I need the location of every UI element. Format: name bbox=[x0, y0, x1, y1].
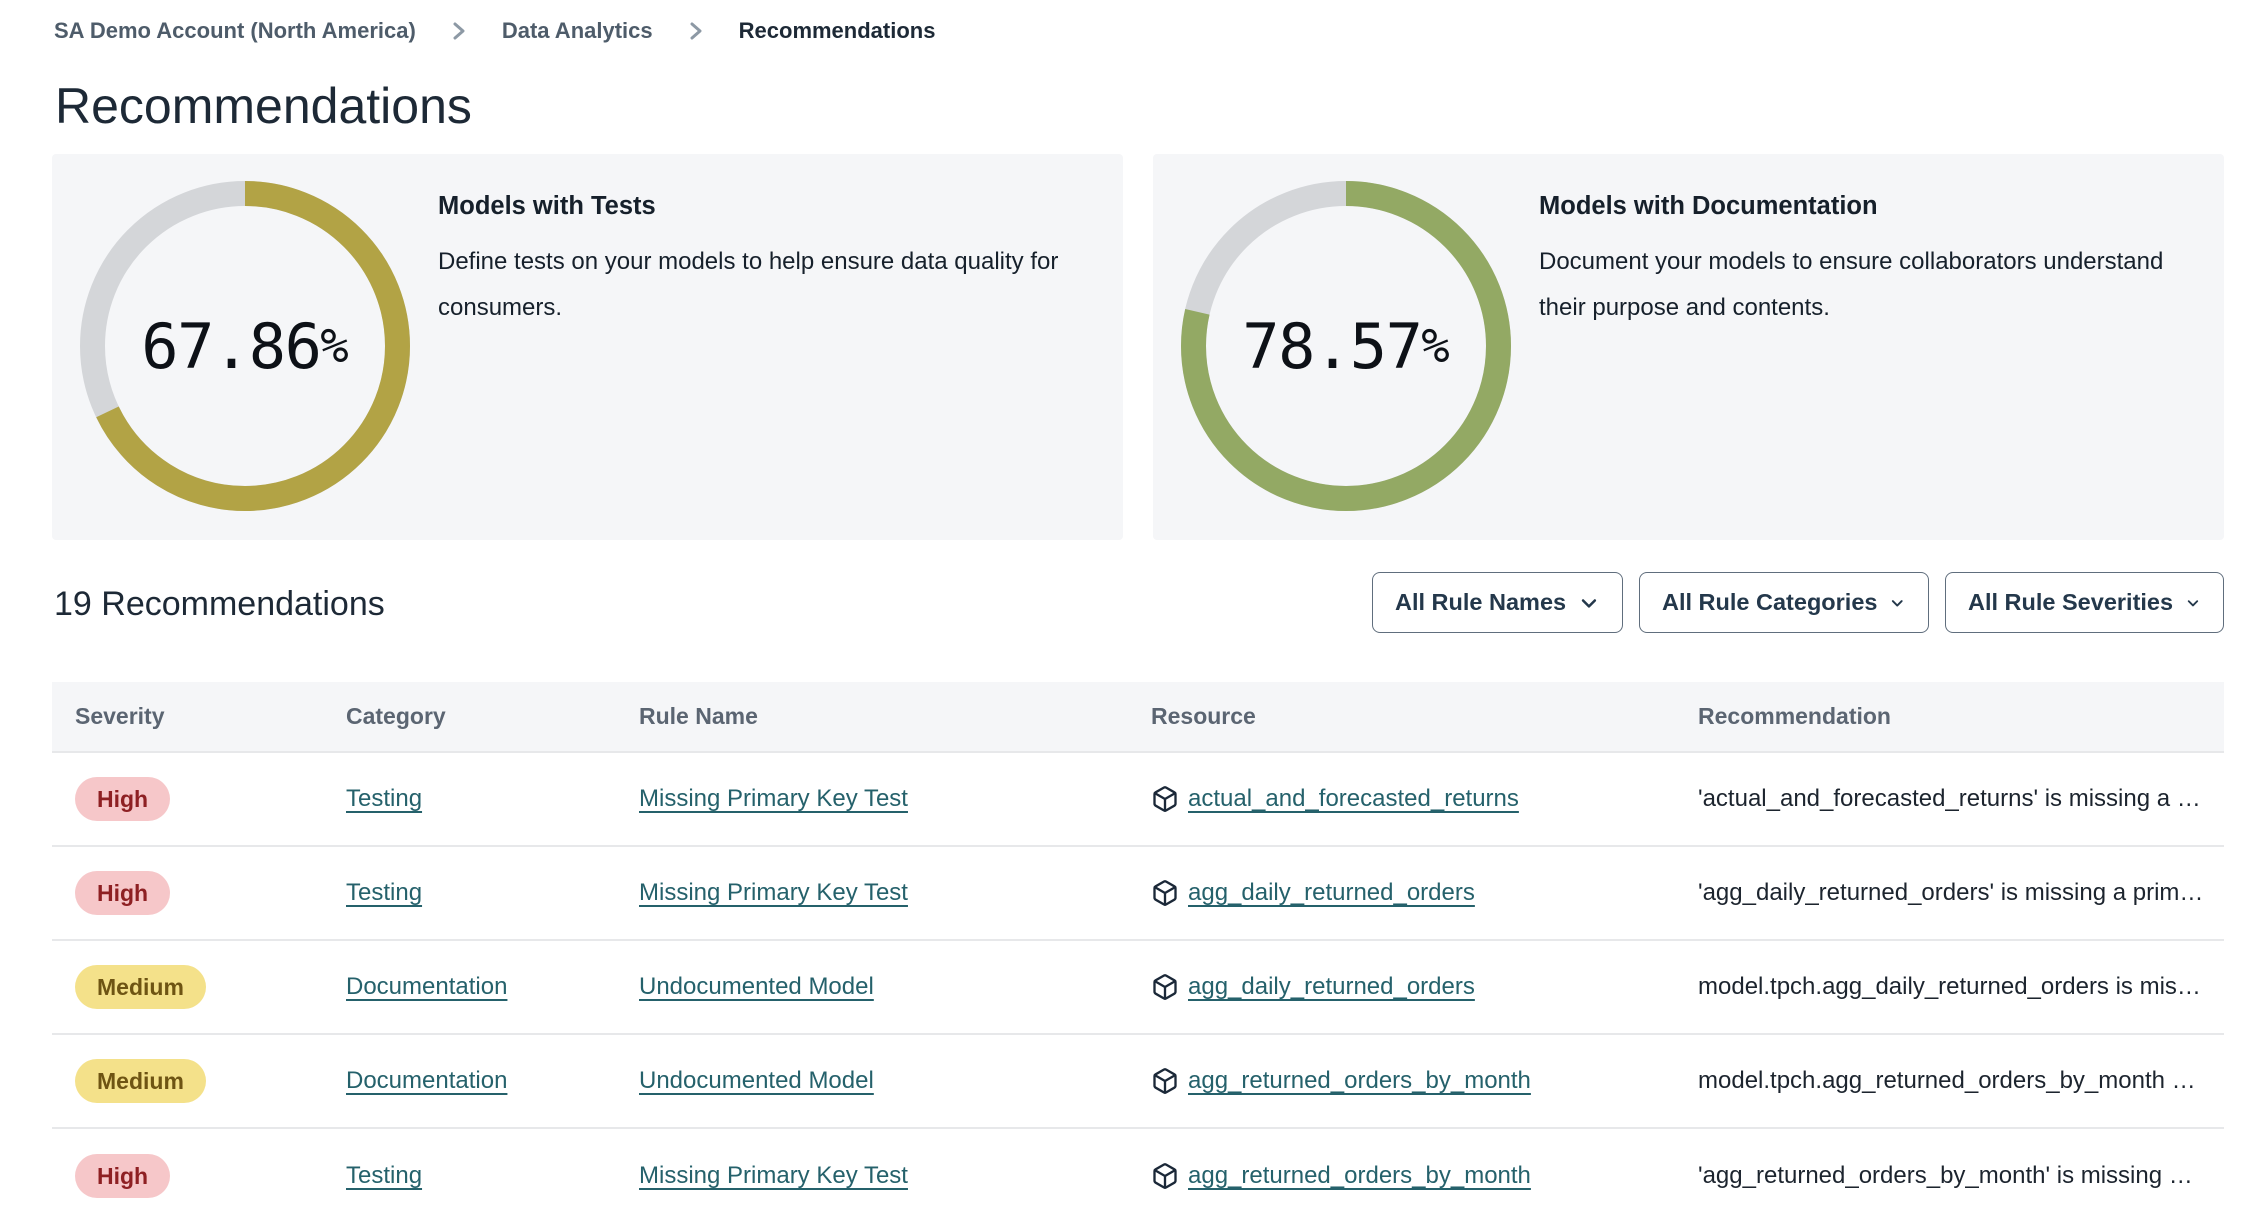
category-cell: Documentation bbox=[323, 973, 616, 1001]
filter-rule-names-label: All Rule Names bbox=[1395, 589, 1567, 615]
filter-rule-categories[interactable]: All Rule Categories bbox=[1639, 572, 1929, 633]
column-header-resource: Resource bbox=[1151, 703, 1256, 729]
category-cell: Testing bbox=[323, 879, 616, 907]
model-cube-icon bbox=[1153, 786, 1177, 812]
recommendation-cell: model.tpch.agg_daily_returned_orders is … bbox=[1698, 973, 2201, 1000]
severity-cell: Medium bbox=[52, 1059, 323, 1103]
recommendation-cell: 'agg_daily_returned_orders' is missing a… bbox=[1698, 879, 2204, 906]
rule-name-link[interactable]: Undocumented Model bbox=[639, 973, 874, 1000]
table-row: Medium Documentation Undocumented Model … bbox=[52, 941, 2224, 1035]
category-link[interactable]: Testing bbox=[346, 1162, 423, 1189]
tests-card-title: Models with Tests bbox=[438, 192, 656, 220]
table-row: High Testing Missing Primary Key Test ac… bbox=[52, 753, 2224, 847]
recommendation-cell: model.tpch.agg_returned_orders_by_month … bbox=[1698, 1067, 2196, 1094]
model-cube-icon bbox=[1153, 1068, 1177, 1094]
column-header-severity: Severity bbox=[75, 703, 165, 729]
model-cube-icon bbox=[1153, 880, 1177, 906]
rule-name-link[interactable]: Missing Primary Key Test bbox=[639, 879, 908, 906]
documentation-card-title: Models with Documentation bbox=[1539, 192, 1878, 220]
resource-link[interactable]: agg_returned_orders_by_month bbox=[1188, 1067, 1531, 1094]
documentation-donut-chart: 78.57% bbox=[1181, 181, 1511, 511]
metric-card-tests: 67.86% Models with Tests Define tests on… bbox=[52, 154, 1123, 540]
breadcrumb: SA Demo Account (North America) Data Ana… bbox=[54, 17, 935, 45]
documentation-card-text: Models with Documentation Document your … bbox=[1539, 190, 2199, 331]
rule-name-link[interactable]: Undocumented Model bbox=[639, 1067, 874, 1094]
metric-cards: 67.86% Models with Tests Define tests on… bbox=[52, 154, 2224, 540]
severity-badge: High bbox=[75, 777, 171, 821]
tests-donut-chart: 67.86% bbox=[80, 181, 410, 511]
documentation-percentage: 78.57% bbox=[1242, 309, 1450, 383]
resource-cell: agg_daily_returned_orders bbox=[1128, 973, 1675, 1001]
rule-name-cell: Undocumented Model bbox=[616, 973, 1128, 1001]
breadcrumb-current: Recommendations bbox=[738, 18, 936, 43]
resource-cell: agg_returned_orders_by_month bbox=[1128, 1162, 1675, 1190]
recommendation-cell: 'agg_returned_orders_by_month' is missin… bbox=[1698, 1162, 2193, 1189]
severity-cell: Medium bbox=[52, 965, 323, 1009]
tests-percentage: 67.86% bbox=[141, 309, 349, 383]
resource-link[interactable]: agg_returned_orders_by_month bbox=[1188, 1162, 1531, 1189]
list-header: 19 Recommendations All Rule Names All Ru… bbox=[54, 572, 2224, 634]
recommendation-cell: 'actual_and_forecasted_returns' is missi… bbox=[1698, 785, 2201, 812]
severity-cell: High bbox=[52, 871, 323, 915]
rule-name-cell: Missing Primary Key Test bbox=[616, 785, 1128, 813]
category-link[interactable]: Documentation bbox=[346, 973, 508, 1000]
rule-name-link[interactable]: Missing Primary Key Test bbox=[639, 785, 908, 812]
filter-rule-severities-label: All Rule Severities bbox=[1968, 589, 2174, 615]
rule-name-cell: Missing Primary Key Test bbox=[616, 879, 1128, 907]
model-cube-icon bbox=[1153, 1163, 1177, 1189]
chevron-down-icon bbox=[1581, 598, 1597, 608]
tests-card-description: Define tests on your models to help ensu… bbox=[438, 248, 1059, 321]
resource-link[interactable]: agg_daily_returned_orders bbox=[1188, 879, 1475, 906]
rule-name-cell: Undocumented Model bbox=[616, 1067, 1128, 1095]
chevron-right-icon bbox=[450, 17, 468, 45]
resource-cell: actual_and_forecasted_returns bbox=[1128, 785, 1675, 813]
breadcrumb-project[interactable]: Data Analytics bbox=[501, 18, 653, 43]
chevron-down-icon bbox=[1892, 599, 1904, 606]
column-header-category: Category bbox=[346, 703, 446, 729]
severity-cell: High bbox=[52, 1154, 323, 1198]
table-header: Severity Category Rule Name Resource Rec… bbox=[52, 682, 2224, 753]
resource-link[interactable]: agg_daily_returned_orders bbox=[1188, 973, 1475, 1000]
metric-card-documentation: 78.57% Models with Documentation Documen… bbox=[1153, 154, 2224, 540]
resource-cell: agg_daily_returned_orders bbox=[1128, 879, 1675, 907]
recommendations-count: 19 Recommendations bbox=[54, 585, 385, 623]
table-row: High Testing Missing Primary Key Test ag… bbox=[52, 847, 2224, 941]
chevron-down-icon bbox=[2187, 599, 2199, 606]
severity-badge: Medium bbox=[75, 965, 206, 1009]
category-link[interactable]: Testing bbox=[346, 879, 423, 906]
documentation-card-description: Document your models to ensure collabora… bbox=[1539, 248, 2164, 321]
filters: All Rule Names All Rule Categories All R… bbox=[1372, 572, 2224, 633]
resource-link[interactable]: actual_and_forecasted_returns bbox=[1188, 785, 1519, 812]
category-cell: Documentation bbox=[323, 1067, 616, 1095]
column-header-rule-name: Rule Name bbox=[639, 703, 758, 729]
resource-cell: agg_returned_orders_by_month bbox=[1128, 1067, 1675, 1095]
rule-name-link[interactable]: Missing Primary Key Test bbox=[639, 1162, 908, 1189]
breadcrumb-account[interactable]: SA Demo Account (North America) bbox=[54, 18, 416, 43]
category-cell: Testing bbox=[323, 785, 616, 813]
filter-rule-names[interactable]: All Rule Names bbox=[1372, 572, 1623, 633]
recommendations-table: Severity Category Rule Name Resource Rec… bbox=[52, 682, 2224, 1220]
table-row: Medium Documentation Undocumented Model … bbox=[52, 1035, 2224, 1129]
page-title: Recommendations bbox=[55, 78, 472, 134]
category-cell: Testing bbox=[323, 1162, 616, 1190]
category-link[interactable]: Documentation bbox=[346, 1067, 508, 1094]
filter-rule-severities[interactable]: All Rule Severities bbox=[1945, 572, 2224, 633]
severity-badge: Medium bbox=[75, 1059, 206, 1103]
rule-name-cell: Missing Primary Key Test bbox=[616, 1162, 1128, 1190]
tests-card-text: Models with Tests Define tests on your m… bbox=[438, 190, 1098, 331]
severity-badge: High bbox=[75, 871, 171, 915]
severity-cell: High bbox=[52, 777, 323, 821]
severity-badge: High bbox=[75, 1154, 171, 1198]
table-row: High Testing Missing Primary Key Test ag… bbox=[52, 1129, 2224, 1220]
table-body: High Testing Missing Primary Key Test ac… bbox=[52, 753, 2224, 1220]
column-header-recommendation: Recommendation bbox=[1698, 703, 1891, 729]
filter-rule-categories-label: All Rule Categories bbox=[1662, 589, 1878, 615]
chevron-right-icon bbox=[687, 17, 705, 45]
model-cube-icon bbox=[1153, 974, 1177, 1000]
category-link[interactable]: Testing bbox=[346, 785, 423, 812]
